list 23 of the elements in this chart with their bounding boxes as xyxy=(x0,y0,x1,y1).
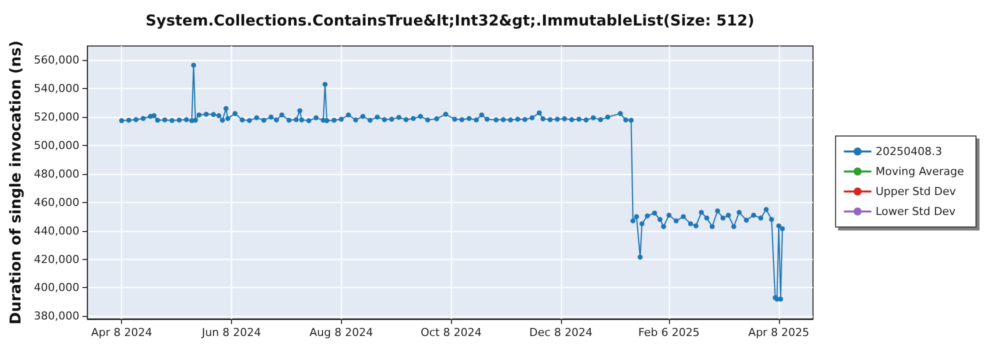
x-tick-label: Aug 8 2024 xyxy=(310,326,373,339)
y-tick-label: 520,000 xyxy=(34,110,80,124)
y-tick-label: 540,000 xyxy=(34,82,80,96)
chart-title: System.Collections.ContainsTrue&lt;Int32&gt;.ImmutableList(Size: 512) xyxy=(146,12,754,30)
x-tick-label: Oct 8 2024 xyxy=(420,326,482,339)
y-tick-label: 440,000 xyxy=(34,224,80,238)
x-tick-label: Apr 8 2024 xyxy=(91,326,152,339)
x-tick-label: Feb 6 2025 xyxy=(638,326,700,339)
legend-label: Moving Average xyxy=(876,165,964,178)
y-tick-label: 500,000 xyxy=(34,139,80,152)
x-tick-label: Dec 8 2024 xyxy=(529,326,593,339)
y-tick-label: 560,000 xyxy=(34,54,80,67)
legend-label: 20250408.3 xyxy=(876,145,942,158)
y-tick-label: 420,000 xyxy=(34,252,80,266)
y-tick-label: 480,000 xyxy=(34,167,80,180)
legend-label: Upper Std Dev xyxy=(876,185,956,198)
x-tick-label: Jun 8 2024 xyxy=(200,326,262,339)
y-tick-label: 460,000 xyxy=(34,196,80,209)
x-tick-label: Apr 8 2025 xyxy=(748,326,810,339)
y-axis-title: Duration of single invocation (ns) xyxy=(6,40,24,324)
y-tick-label: 400,000 xyxy=(34,281,80,294)
legend-label: Lower Std Dev xyxy=(876,205,956,218)
y-tick-label: 380,000 xyxy=(34,310,80,323)
